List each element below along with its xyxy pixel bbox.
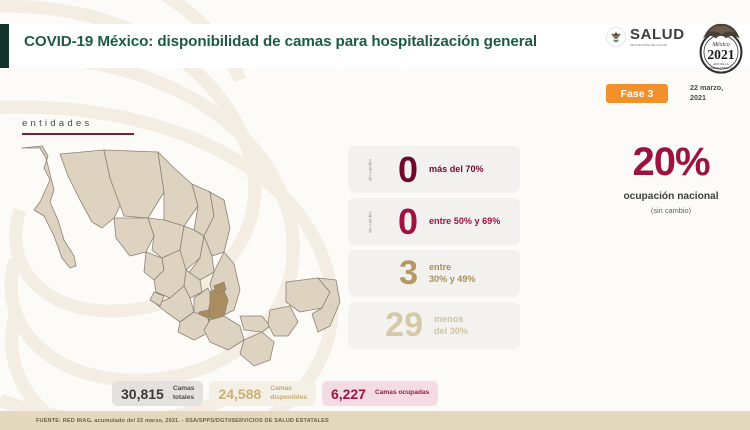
fecha-line-2: 2021 — [690, 92, 706, 102]
footer-band: FUENTE: RED IRAG, acumulado del 22 marzo… — [0, 411, 750, 430]
national-percent: 20% — [632, 140, 710, 184]
stat-label: entre 50% y 69% — [429, 215, 501, 226]
salud-logo: SALUD SECRETARÍA DE SALUD — [606, 27, 685, 47]
stat-value: 0 — [397, 148, 418, 190]
entidades-heading: entidades — [22, 118, 140, 135]
chip-label: Camas ocupadas — [374, 389, 430, 397]
fecha-line-1: 22 marzo, — [690, 83, 724, 92]
stat-row[interactable]: 29 menos del 30% — [348, 302, 520, 349]
national-occupancy: 20% ocupación nacional (sin cambio) — [596, 142, 746, 215]
stat-label: entre 30% y 49% — [429, 262, 476, 285]
chip-value: 24,588 — [218, 385, 262, 402]
mexico-map[interactable] — [18, 140, 348, 378]
stat-row[interactable]: sin cambio 0 entre 50% y 69% — [348, 198, 520, 245]
chip-value: 30,815 — [121, 385, 164, 402]
page-title: COVID-19 México: disponibilidad de camas… — [24, 33, 537, 50]
chip-label: Camas totales — [172, 384, 195, 401]
stat-label: menos del 30% — [434, 314, 468, 337]
fecha-label: 22 marzo, 2021 — [690, 83, 723, 102]
stat-label-line-2: 30% y 49% — [429, 273, 476, 284]
sin-cambio-note: sin cambio — [367, 210, 373, 233]
stat-value: 0 — [397, 200, 418, 242]
bed-totals-row: 30,815 Camas totales 24,588 Camas dispon… — [112, 381, 444, 406]
chip-camas-totales[interactable]: 30,815 Camas totales — [112, 381, 204, 406]
salud-subtitle: SECRETARÍA DE SALUD — [630, 42, 668, 47]
stat-label: más del 70% — [429, 163, 484, 174]
national-caption: ocupación nacional — [623, 191, 719, 202]
salud-wordmark: SALUD — [630, 26, 685, 44]
header-band — [0, 24, 750, 68]
stat-label-line-2: del 30% — [434, 325, 468, 336]
svg-text:2021: 2021 — [707, 47, 734, 62]
svg-text:AÑO DE LA: AÑO DE LA — [713, 61, 728, 66]
stat-label-line-1: menos — [434, 314, 464, 325]
entidades-label: entidades — [22, 118, 93, 129]
chip-value: 6,227 — [330, 385, 366, 402]
svg-text:INDEPENDENCIA: INDEPENDENCIA — [709, 66, 733, 70]
footer-source-text: FUENTE: RED IRAG, acumulado del 22 marzo… — [36, 417, 329, 424]
svg-text:México: México — [711, 42, 730, 48]
national-change-note: (sin cambio) — [650, 206, 692, 215]
sin-cambio-note: sin cambio — [367, 158, 373, 181]
stat-row[interactable]: 3 entre 30% y 49% — [348, 250, 520, 297]
entidades-stat-list: sin cambio 0 más del 70% sin cambio 0 en… — [348, 146, 520, 354]
eagle-emblem-icon — [606, 27, 626, 47]
fase-badge[interactable]: Fase 3 — [606, 84, 668, 103]
header-accent-bar — [0, 24, 9, 68]
stat-row[interactable]: sin cambio 0 más del 70% — [348, 146, 520, 193]
stat-label-line-1: entre — [429, 262, 452, 273]
stat-value: 3 — [399, 253, 418, 292]
stamp-2021-icon: México 2021 AÑO DE LA INDEPENDENCIA — [699, 23, 743, 74]
entidades-rule — [22, 133, 134, 135]
chip-camas-ocupadas[interactable]: 6,227 Camas ocupadas — [321, 381, 439, 406]
stat-value: 29 — [385, 305, 423, 344]
chip-camas-disponibles[interactable]: 24,588 Camas disponibles — [209, 381, 316, 406]
chip-label: Camas disponibles — [270, 384, 307, 401]
